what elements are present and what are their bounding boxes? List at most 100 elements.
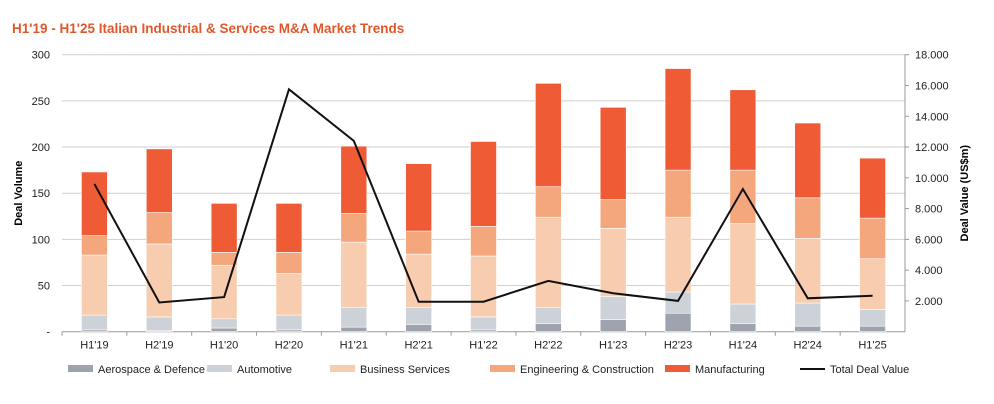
legend-swatch (207, 365, 232, 372)
y2-tick-label: 10.000 (915, 173, 949, 185)
bar-manufacturing (145, 148, 173, 213)
bar-automotive (405, 307, 432, 325)
bar-aerospace-defence (794, 325, 822, 333)
bar-business-services (470, 255, 497, 318)
chart-title: H1'19 - H1'25 Italian Industrial & Servi… (12, 21, 405, 36)
bar-manufacturing (210, 203, 238, 253)
bar-automotive (859, 309, 886, 327)
bar-manufacturing (729, 89, 757, 171)
bar-engineering-construction (470, 226, 497, 257)
legend-swatch (665, 365, 690, 372)
y-tick-label: 50 (38, 281, 50, 293)
bar-engineering-construction (340, 213, 368, 243)
x-tick-label: H1'24 (729, 340, 757, 352)
bar-aerospace-defence (340, 326, 368, 333)
y2-tick-label: 14.000 (915, 111, 949, 123)
x-tick-label: H1'20 (210, 340, 238, 352)
legend-label: Aerospace & Defence (98, 364, 205, 376)
x-tick-label: H2'19 (145, 340, 173, 352)
legend-label: Manufacturing (695, 364, 765, 376)
legend-swatch (330, 365, 355, 372)
bar-automotive (210, 318, 238, 329)
bar-business-services (664, 216, 692, 293)
y-tick-label: 300 (32, 50, 50, 62)
bar-automotive (599, 296, 627, 320)
bar-engineering-construction (664, 169, 692, 218)
bar-automotive (794, 302, 822, 327)
bar-manufacturing (535, 83, 562, 188)
bar-aerospace-defence (729, 323, 757, 333)
bar-engineering-construction (794, 197, 822, 239)
y2-tick-label: 6.000 (915, 234, 943, 246)
bar-automotive (729, 303, 757, 324)
x-tick-label: H2'22 (534, 340, 562, 352)
x-tick-label: H1'23 (599, 340, 627, 352)
bar-aerospace-defence (210, 327, 238, 332)
bar-manufacturing (794, 122, 822, 199)
bar-manufacturing (340, 145, 368, 214)
bar-manufacturing (275, 203, 303, 253)
bar-aerospace-defence (405, 324, 432, 332)
y-tick-label: 250 (32, 96, 50, 108)
bar-engineering-construction (859, 217, 886, 260)
bar-engineering-construction (729, 169, 757, 224)
y2-tick-label: 12.000 (915, 142, 949, 154)
bar-manufacturing (664, 68, 692, 171)
y-tick-label: 150 (32, 188, 50, 200)
bar-business-services (599, 227, 627, 297)
legend-swatch (68, 365, 93, 372)
bar-manufacturing (859, 157, 886, 219)
y-tick-label: 100 (32, 234, 50, 246)
x-tick-label: H1'19 (80, 340, 108, 352)
bar-engineering-construction (275, 251, 303, 274)
bar-engineering-construction (81, 235, 108, 256)
bar-automotive (535, 307, 562, 324)
bar-business-services (145, 243, 173, 318)
bar-business-services (729, 223, 757, 305)
y-axis-label: Deal Volume (13, 161, 25, 226)
bar-manufacturing (599, 107, 627, 200)
bar-automotive (340, 307, 368, 328)
x-tick-label: H1'25 (858, 340, 886, 352)
bar-automotive (664, 291, 692, 314)
x-tick-label: H2'23 (664, 340, 692, 352)
bar-automotive (470, 316, 497, 331)
bar-engineering-construction (210, 251, 238, 266)
y2-tick-label: 4.000 (915, 265, 943, 277)
legend-label: Engineering & Construction (520, 364, 654, 376)
y2-tick-label: 2.000 (915, 296, 943, 308)
bar-automotive (145, 316, 173, 332)
legend-label: Automotive (237, 364, 292, 376)
x-tick-label: H2'24 (794, 340, 822, 352)
legend-label: Total Deal Value (830, 364, 909, 376)
y2-tick-label: 8.000 (915, 204, 943, 216)
bar-aerospace-defence (664, 312, 692, 333)
bar-business-services (794, 238, 822, 304)
bar-aerospace-defence (535, 323, 562, 333)
legend-swatch (490, 365, 515, 372)
bar-business-services (81, 254, 108, 316)
y-tick-label: 200 (32, 142, 50, 154)
bar-engineering-construction (535, 186, 562, 218)
bar-automotive (275, 314, 303, 331)
bar-engineering-construction (145, 212, 173, 245)
bar-business-services (859, 258, 886, 310)
y2-tick-label: 16.000 (915, 80, 949, 92)
x-tick-label: H1'22 (469, 340, 497, 352)
bar-business-services (210, 264, 238, 320)
bar-business-services (275, 273, 303, 316)
bar-engineering-construction (405, 230, 432, 255)
bar-engineering-construction (599, 199, 627, 229)
bar-manufacturing (81, 171, 108, 236)
legend-label: Business Services (360, 364, 450, 376)
x-tick-label: H2'21 (404, 340, 432, 352)
bar-business-services (535, 216, 562, 308)
x-tick-label: H1'21 (340, 340, 368, 352)
bar-manufacturing (405, 163, 432, 232)
y-tick-label: - (46, 327, 50, 339)
bar-business-services (340, 241, 368, 308)
bar-manufacturing (470, 141, 497, 227)
y2-axis-label: Deal Value (US$m) (959, 145, 971, 242)
y2-tick-label: 18.000 (915, 50, 949, 62)
